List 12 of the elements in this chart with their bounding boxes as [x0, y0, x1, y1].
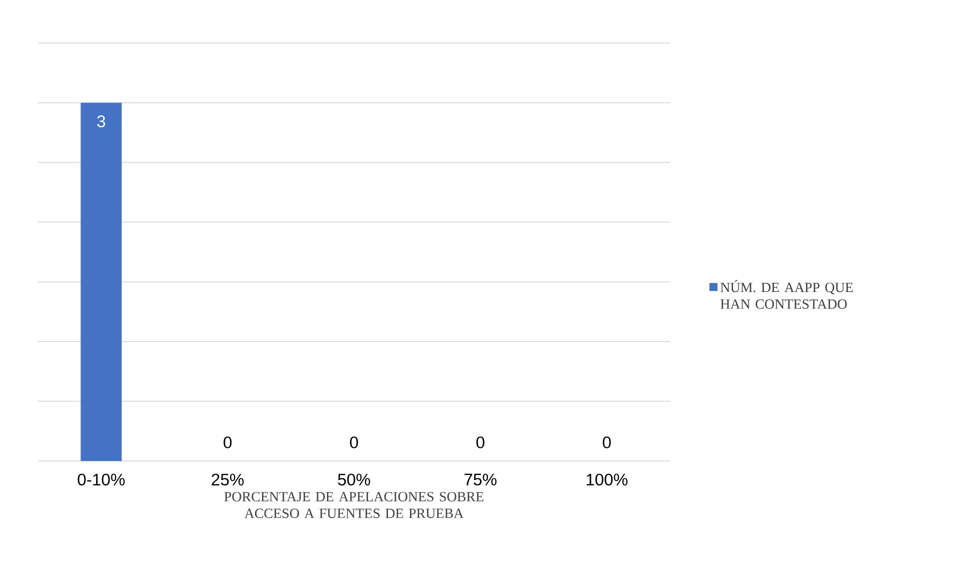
legend-label: NÚM. DE AAPP QUE HAN CONTESTADO [720, 280, 853, 309]
x-tick-label: 25% [212, 474, 244, 486]
data-label: 0 [602, 436, 611, 448]
x-tick-label: 75% [464, 474, 496, 486]
data-label: 0 [476, 436, 484, 448]
x-tick-label: 50% [338, 474, 370, 486]
data-label: 3 [97, 115, 106, 128]
x-tick-label: 0-10% [78, 474, 125, 486]
x-tick-label: 100% [586, 474, 628, 486]
data-label: 0 [350, 436, 358, 448]
x-axis-title: PORCENTAJE DE APELACIONES SOBRE ACCESO A FUENTES DE PRUEBA [224, 492, 484, 518]
data-label: 0 [224, 436, 232, 448]
